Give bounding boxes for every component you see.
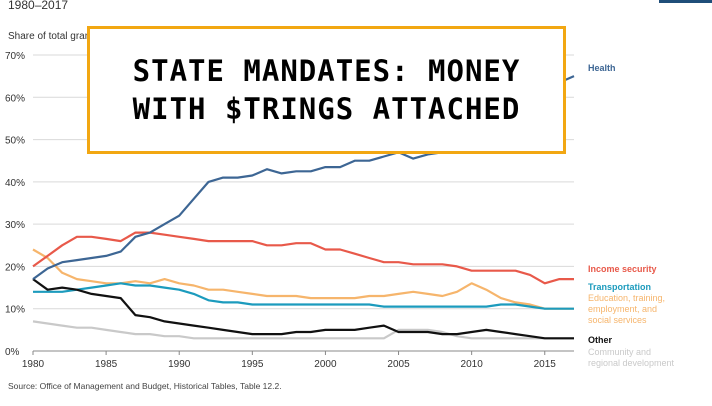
y-tick-label: 20% [5,262,25,273]
series-labels: Health Income security TransportationEduca… [588,63,675,368]
series-label-community: Community and regional development [588,347,675,368]
series-line-other [32,278,574,340]
y-axis-title: Share of total grants [8,31,98,42]
series-label-income-security: Income security [588,264,657,274]
y-tick-label: 40% [5,178,25,189]
x-tick-label: 1980 [22,359,45,370]
y-tick-label: 30% [5,220,25,231]
series-line-transportation [33,282,574,310]
series-label-transportation: Transportation [588,282,651,292]
series-label-education: Education, training, employment, and socia… [588,293,665,325]
y-tick-label: 70% [5,51,25,62]
x-tick-label: 1985 [95,359,118,370]
y-tick-label: 10% [5,305,25,316]
y-tick-label: 60% [5,93,25,104]
series-line-income-security [32,231,574,285]
source-note: Source: Office of Management and Budget,… [8,381,282,391]
x-tick-label: 1990 [168,359,191,370]
banner-line-2: WITH $TRINGS ATTACHED [132,92,521,126]
series-label-health: Health [588,63,616,73]
corner-accent [659,0,712,3]
period-label: 1980–2017 [8,0,68,12]
x-tick-label: 2015 [534,359,557,370]
series-label-other: Other [588,335,613,345]
y-tick-label: 50% [5,136,25,147]
title-banner: STATE MANDATES: MONEY WITH $TRINGS ATTAC… [87,26,566,154]
series-line-education [32,248,574,310]
banner-line-1: STATE MANDATES: MONEY [132,54,521,88]
tick-labels: 0% 10% 20% 30% 40% 50% 60% 70% 1980 1985 1990 1995 2… [5,51,556,370]
x-tick-label: 2010 [461,359,484,370]
y-tick-label: 0% [5,347,20,358]
x-tick-label: 1995 [241,359,264,370]
series-line-community [32,320,574,340]
x-tick-label: 2005 [387,359,410,370]
x-tick-label: 2000 [314,359,337,370]
series-lines [32,75,575,340]
